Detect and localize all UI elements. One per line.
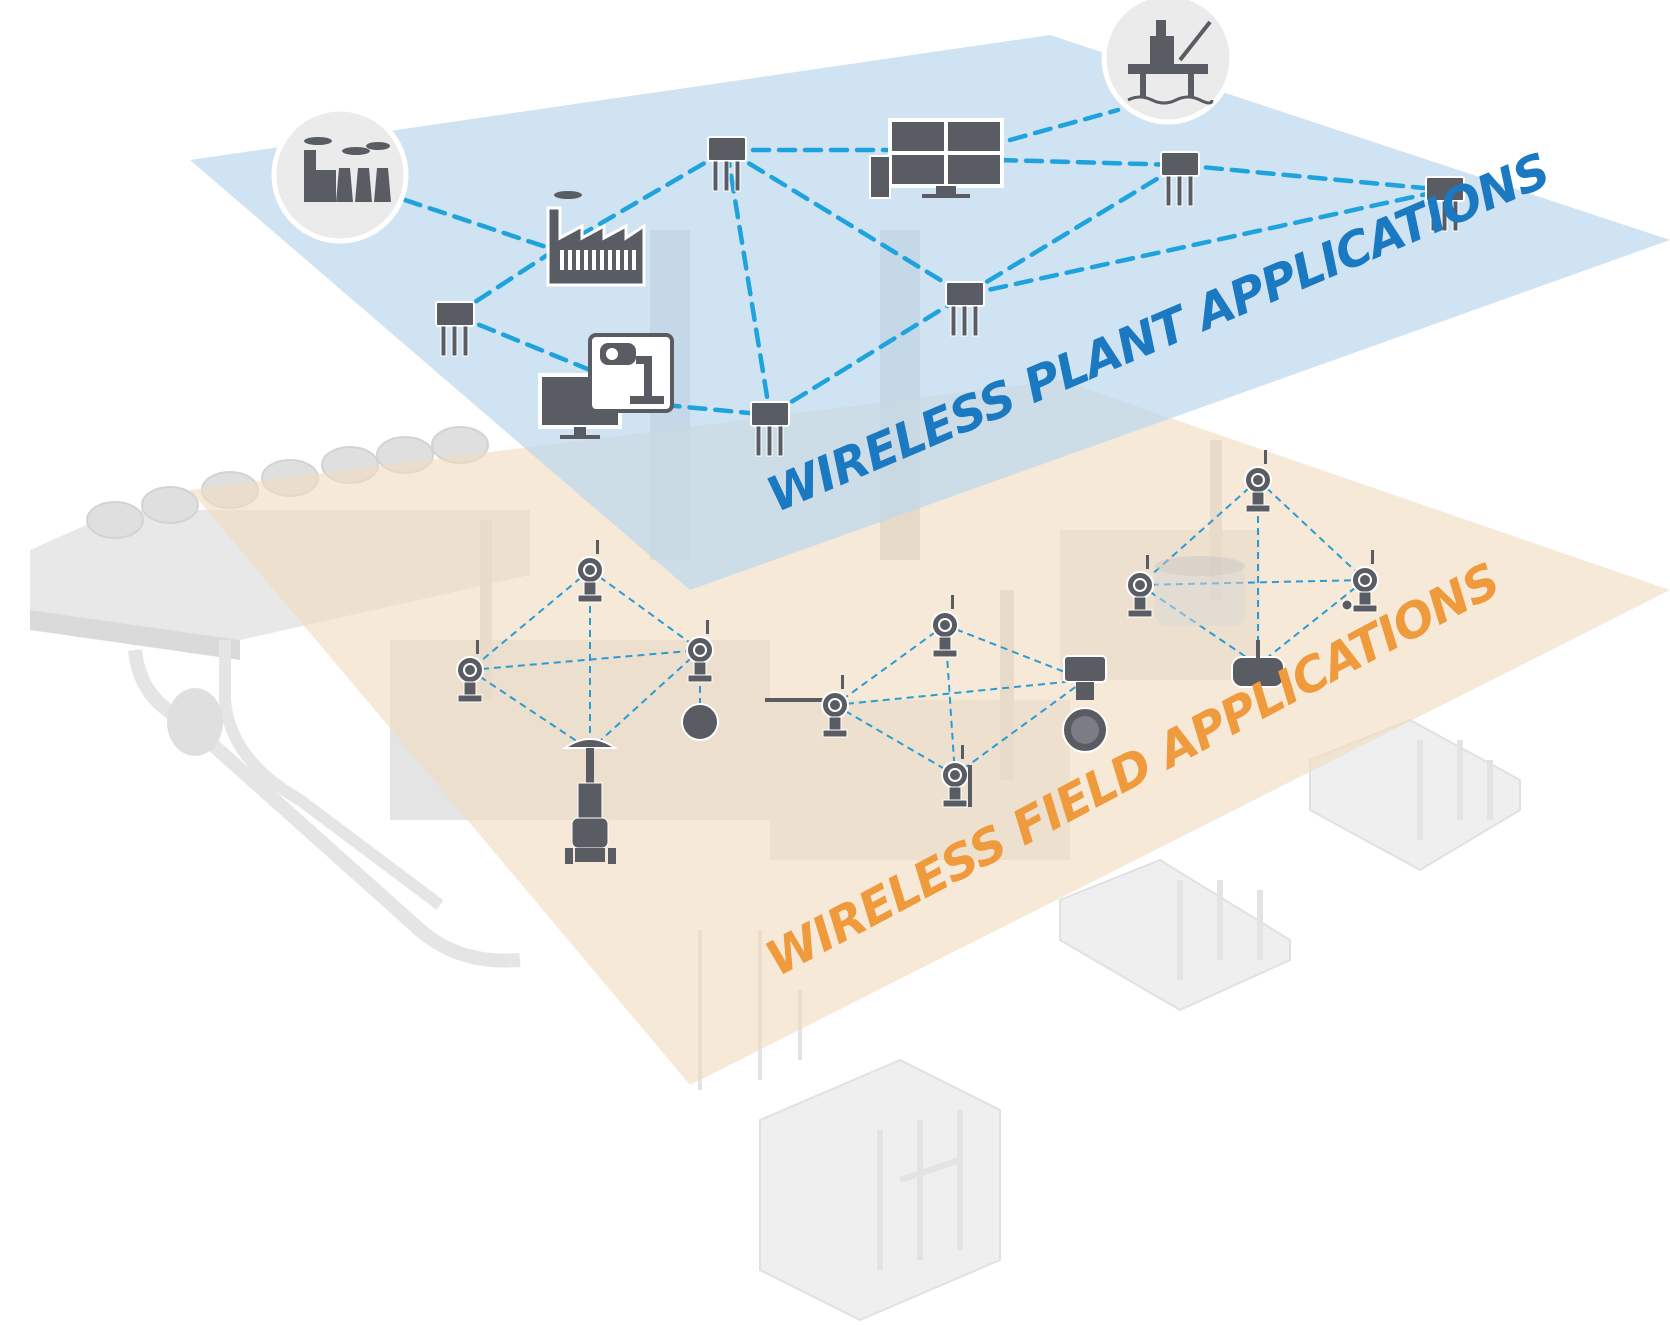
plant-applications-layer [190,35,1670,590]
field-cluster-left [456,539,719,864]
factory-icon [546,191,646,287]
field-applications-layer [190,380,1670,1085]
power-plant-icon [304,137,391,202]
plant-node-offshore-rig [1101,0,1235,125]
level-transmitter-icon [765,674,849,738]
flow-meter-icon [1062,655,1108,753]
gateway-icon [1231,640,1285,688]
valve-body-icon [681,703,719,741]
field-cluster-middle [765,594,1108,808]
control-valve-icon [561,738,619,864]
field-cluster-right [1126,449,1379,688]
gateway-icon [707,136,747,192]
offshore-rig-icon [1127,20,1214,105]
gateway-icon [750,401,790,457]
field-tank-icon [1155,556,1245,626]
gateway-icon [945,281,985,337]
gateway-icon [435,301,475,357]
video-wall-icon [869,118,1004,199]
plant-node-power-plant [271,106,409,244]
gateway-icon [1160,151,1200,207]
security-camera-icon [538,333,674,439]
